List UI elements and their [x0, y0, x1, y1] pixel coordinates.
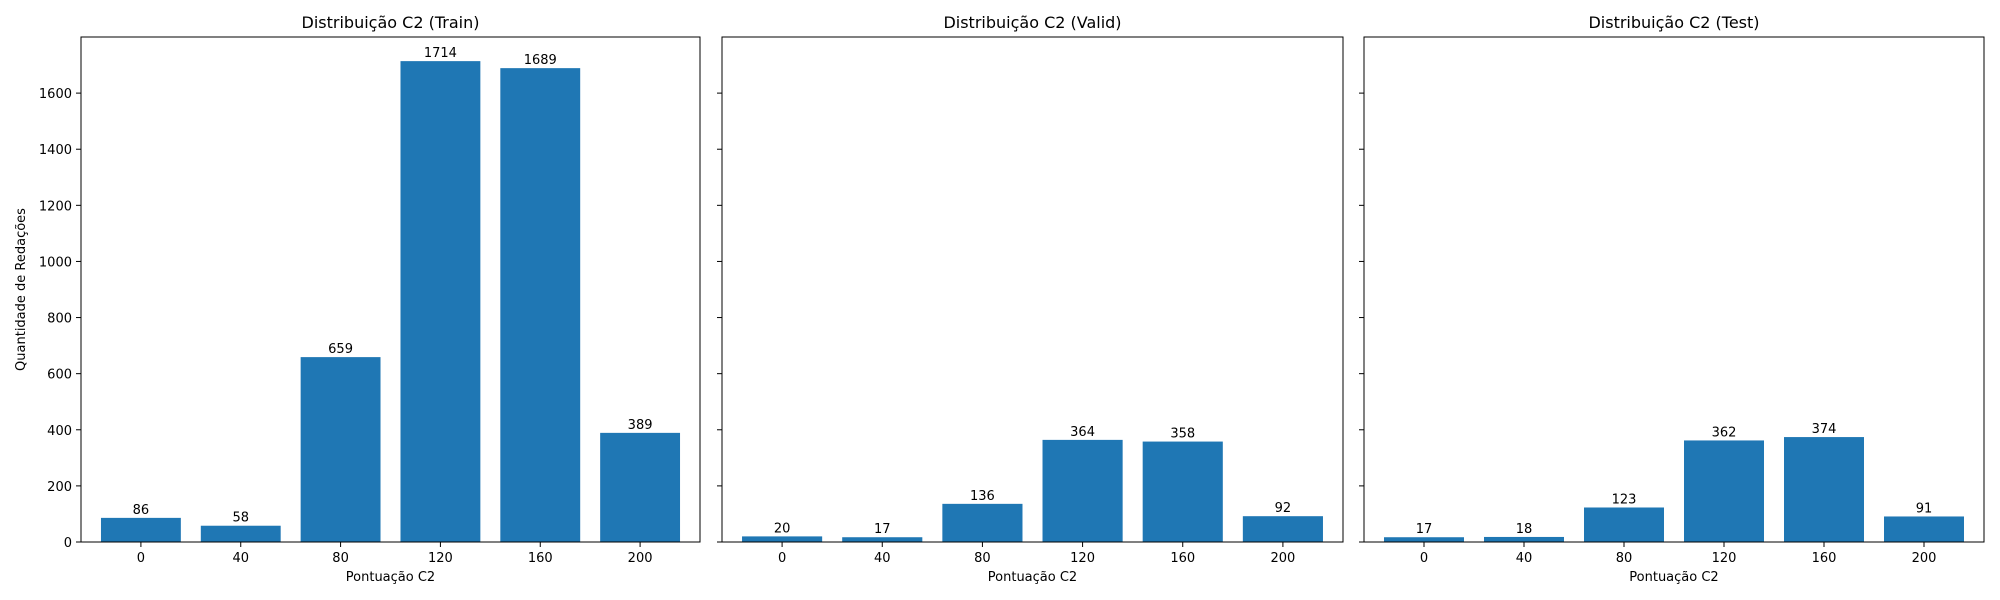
bar-value-label: 17	[874, 522, 891, 537]
x-tick-label: 0	[778, 551, 786, 566]
bar	[500, 68, 581, 543]
chart-title: Distribuição C2 (Valid)	[943, 13, 1121, 32]
bar	[1484, 536, 1564, 542]
y-tick-label: 400	[47, 424, 72, 439]
x-tick-label: 200	[1270, 551, 1295, 566]
bar-value-label: 374	[1812, 422, 1837, 437]
bar	[400, 61, 481, 542]
y-tick-label: 1400	[39, 143, 72, 158]
bar-value-label: 1714	[424, 46, 457, 61]
bar-value-label: 362	[1712, 425, 1737, 440]
x-tick-label: 40	[1516, 551, 1533, 566]
bar-value-label: 91	[1916, 501, 1933, 516]
x-tick-label: 0	[137, 551, 145, 566]
bar-value-label: 659	[328, 342, 353, 357]
bar-value-label: 18	[1516, 522, 1533, 537]
bar	[1884, 516, 1964, 542]
x-tick-label: 120	[1070, 551, 1095, 566]
x-tick-label: 0	[1420, 551, 1428, 566]
y-tick-label: 1600	[39, 87, 72, 102]
x-tick-label: 200	[1912, 551, 1937, 566]
bar-value-label: 86	[133, 503, 150, 518]
x-tick-label: 40	[874, 551, 891, 566]
bar-value-label: 136	[970, 489, 995, 504]
x-tick-label: 160	[1812, 551, 1837, 566]
x-tick-label: 120	[1712, 551, 1737, 566]
x-axis-label: Pontuação C2	[988, 570, 1077, 585]
x-tick-label: 120	[428, 551, 453, 566]
y-tick-label: 1000	[39, 255, 72, 270]
x-axis-label: Pontuação C2	[1629, 570, 1718, 585]
x-tick-label: 80	[332, 551, 349, 566]
y-tick-label: 1200	[39, 199, 72, 214]
bar-value-label: 58	[232, 511, 249, 526]
bar	[300, 357, 381, 542]
plot-frame	[721, 36, 1344, 543]
plot-frame	[80, 36, 701, 543]
x-tick-label: 160	[528, 551, 553, 566]
bar	[942, 503, 1023, 542]
bar-value-label: 92	[1275, 501, 1292, 516]
x-tick-label: 80	[974, 551, 991, 566]
x-tick-label: 160	[1170, 551, 1195, 566]
bar	[1242, 516, 1323, 542]
chart-title: Distribuição C2 (Train)	[302, 13, 480, 32]
bar	[1384, 537, 1464, 542]
bar-value-label: 17	[1416, 522, 1433, 537]
x-tick-label: 80	[1616, 551, 1633, 566]
bar	[100, 517, 181, 542]
bar	[1784, 437, 1864, 542]
y-axis-label: Quantidade de Redações	[14, 208, 29, 371]
bar	[1584, 507, 1664, 542]
y-tick-label: 600	[47, 368, 72, 383]
bar	[1042, 439, 1123, 542]
bar-value-label: 123	[1612, 492, 1637, 507]
bar	[1684, 440, 1764, 542]
x-tick-label: 40	[232, 551, 249, 566]
bar-value-label: 364	[1070, 425, 1095, 440]
y-tick-label: 0	[64, 536, 72, 551]
bar	[200, 525, 281, 542]
bar-value-label: 389	[628, 418, 653, 433]
bar-value-label: 1689	[524, 53, 557, 68]
chart-title: Distribuição C2 (Test)	[1588, 13, 1759, 32]
bar	[1142, 441, 1223, 542]
y-tick-label: 800	[47, 312, 72, 327]
bar	[842, 537, 923, 542]
y-tick-label: 200	[47, 480, 72, 495]
x-axis-label: Pontuação C2	[346, 570, 435, 585]
bar	[600, 432, 681, 542]
bar-value-label: 20	[774, 521, 791, 536]
bar-value-label: 358	[1170, 427, 1195, 442]
plot-frame	[1363, 36, 1985, 543]
bar	[742, 536, 823, 542]
x-tick-label: 200	[628, 551, 653, 566]
